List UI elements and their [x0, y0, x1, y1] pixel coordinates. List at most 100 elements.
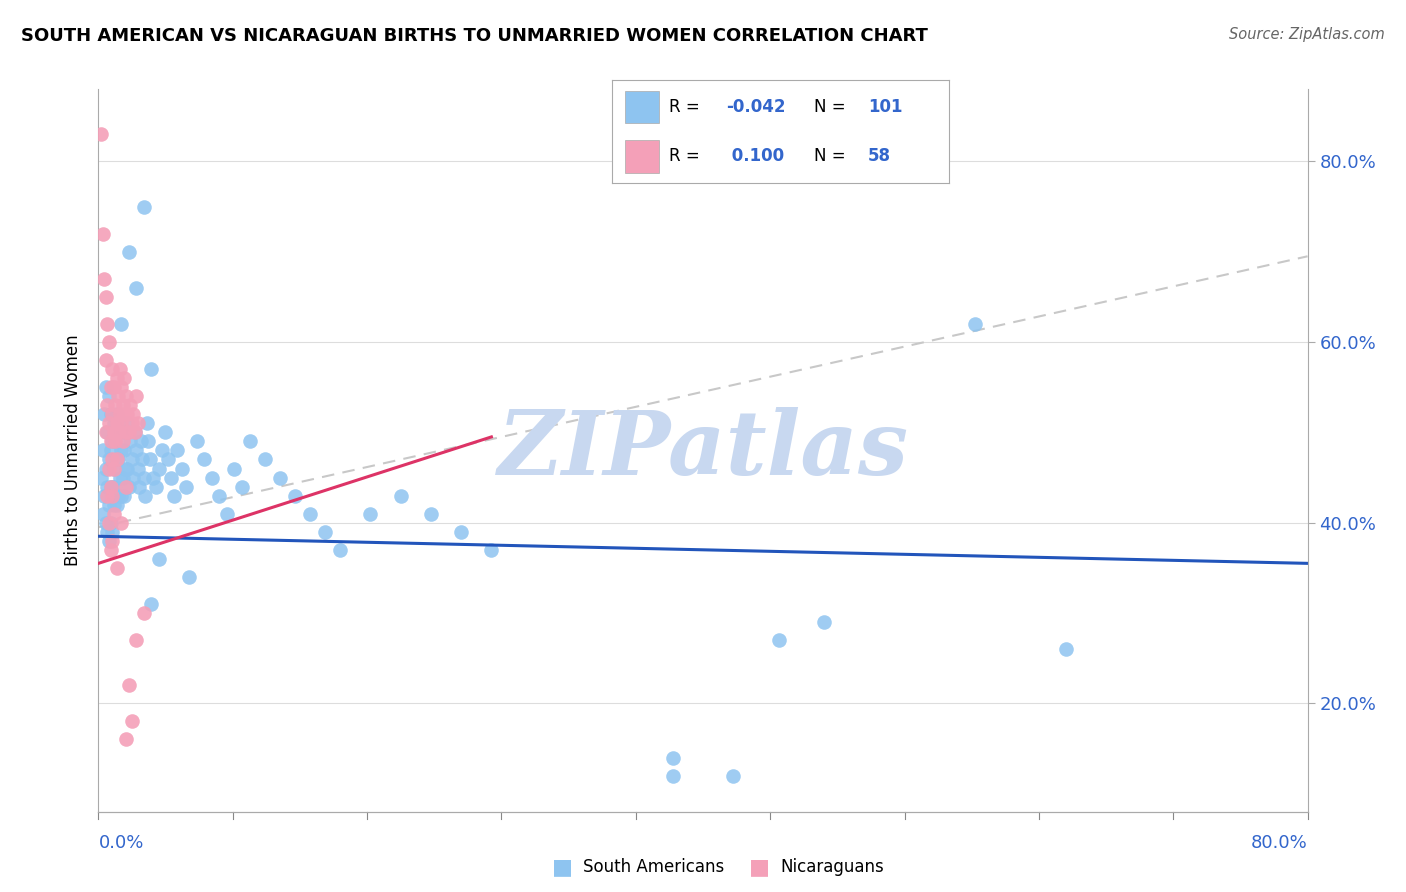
Point: [96, 489, 118, 503]
Point: [127, 417, 149, 431]
Point: [93, 272, 115, 286]
Point: [768, 633, 790, 648]
Point: [91, 507, 114, 521]
Point: [103, 498, 125, 512]
Point: [104, 480, 127, 494]
Point: [813, 615, 835, 629]
Point: [114, 461, 136, 475]
Point: [98, 389, 121, 403]
Point: [103, 461, 125, 475]
Point: [98, 516, 121, 530]
Point: [110, 489, 132, 503]
Point: [108, 362, 131, 376]
Point: [105, 498, 128, 512]
Point: [107, 389, 129, 403]
Point: [110, 380, 132, 394]
Point: [124, 425, 146, 440]
Point: [96, 480, 118, 494]
Point: [125, 633, 148, 648]
Point: [179, 570, 201, 584]
Point: [100, 443, 122, 458]
Text: ZIPatlas: ZIPatlas: [498, 408, 908, 493]
Point: [186, 434, 208, 449]
Point: [114, 732, 136, 747]
Point: [139, 452, 162, 467]
Point: [160, 470, 183, 484]
Point: [112, 371, 135, 385]
Point: [112, 489, 135, 503]
Point: [100, 542, 122, 557]
Point: [98, 533, 121, 548]
Text: SOUTH AMERICAN VS NICARAGUAN BIRTHS TO UNMARRIED WOMEN CORRELATION CHART: SOUTH AMERICAN VS NICARAGUAN BIRTHS TO U…: [21, 27, 928, 45]
Text: R =: R =: [669, 98, 704, 116]
Point: [148, 551, 170, 566]
Point: [122, 407, 145, 421]
Point: [111, 425, 134, 440]
Point: [101, 434, 124, 449]
Point: [91, 227, 114, 241]
Point: [94, 425, 117, 440]
Text: 101: 101: [868, 98, 903, 116]
Point: [103, 425, 125, 440]
Point: [98, 452, 121, 467]
Point: [420, 507, 443, 521]
Text: 58: 58: [868, 147, 891, 165]
Point: [96, 398, 118, 412]
Point: [114, 425, 136, 440]
Point: [100, 434, 122, 449]
Point: [93, 489, 115, 503]
Point: [98, 335, 121, 350]
Point: [128, 480, 150, 494]
Point: [114, 480, 136, 494]
Point: [135, 417, 157, 431]
Point: [174, 480, 197, 494]
Point: [329, 542, 352, 557]
Point: [110, 443, 132, 458]
Point: [148, 461, 170, 475]
Point: [115, 407, 138, 421]
Point: [661, 750, 683, 764]
Point: [110, 516, 132, 530]
Point: [96, 317, 118, 331]
Point: [163, 489, 186, 503]
Point: [141, 362, 163, 376]
Point: [111, 398, 134, 412]
Point: [122, 470, 145, 484]
Point: [170, 461, 193, 475]
Point: [118, 480, 141, 494]
Point: [103, 417, 125, 431]
Point: [201, 470, 224, 484]
Point: [101, 524, 124, 539]
Point: [132, 606, 155, 620]
Point: [121, 417, 143, 431]
Point: [142, 470, 165, 484]
Point: [100, 407, 122, 421]
Point: [132, 470, 155, 484]
Point: [103, 380, 125, 394]
Point: [107, 425, 129, 440]
Point: [118, 244, 141, 259]
Point: [105, 407, 128, 421]
Point: [98, 498, 121, 512]
Point: [101, 407, 124, 421]
Bar: [626, 140, 659, 173]
Point: [360, 507, 382, 521]
Point: [145, 480, 167, 494]
Point: [965, 317, 987, 331]
Point: [94, 516, 117, 530]
Point: [112, 407, 135, 421]
Point: [115, 461, 138, 475]
Point: [93, 407, 115, 421]
Point: [108, 407, 131, 421]
Point: [111, 434, 134, 449]
Point: [129, 434, 152, 449]
Point: [105, 452, 128, 467]
Text: ■: ■: [553, 857, 572, 877]
Point: [481, 542, 503, 557]
Point: [110, 317, 132, 331]
Text: -0.042: -0.042: [727, 98, 786, 116]
Point: [193, 452, 215, 467]
Point: [125, 389, 148, 403]
Point: [104, 398, 127, 412]
Text: South Americans: South Americans: [583, 858, 724, 876]
